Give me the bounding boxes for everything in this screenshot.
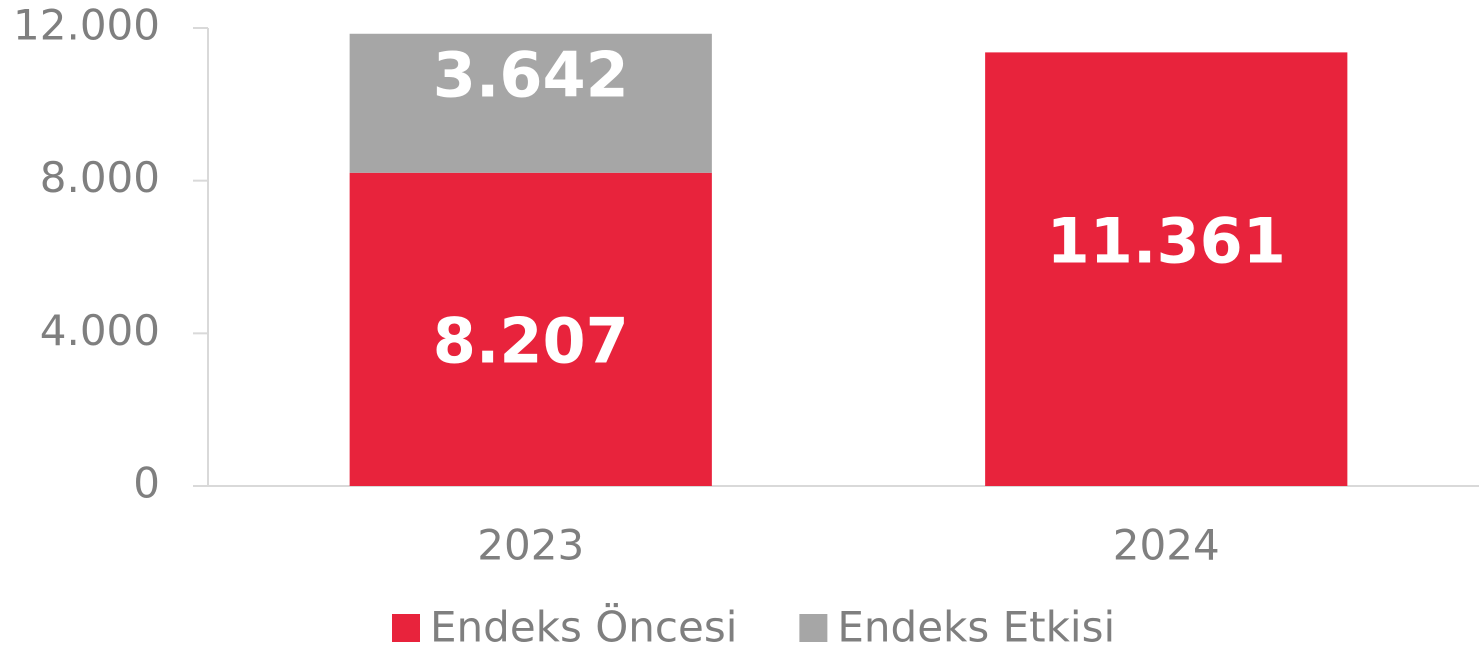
legend-label: Endeks Öncesi bbox=[430, 602, 737, 652]
y-tick-label: 12.000 bbox=[13, 1, 160, 50]
data-label: 3.642 bbox=[433, 38, 629, 111]
data-label: 11.361 bbox=[1047, 204, 1286, 277]
legend-swatch bbox=[799, 614, 828, 642]
data-label: 8.207 bbox=[433, 304, 629, 377]
bar-segment bbox=[985, 52, 1348, 487]
y-tick-label: 8.000 bbox=[40, 153, 160, 202]
legend-label: Endeks Etkisi bbox=[837, 603, 1115, 652]
y-tick-label: 4.000 bbox=[40, 306, 160, 355]
x-tick-label: 2023 bbox=[477, 521, 584, 570]
y-tick-label: 0 bbox=[133, 459, 160, 508]
x-tick-label: 2024 bbox=[1113, 521, 1220, 570]
bar-segment bbox=[349, 33, 712, 173]
legend-swatch bbox=[392, 614, 420, 642]
bar-segment bbox=[349, 172, 712, 486]
